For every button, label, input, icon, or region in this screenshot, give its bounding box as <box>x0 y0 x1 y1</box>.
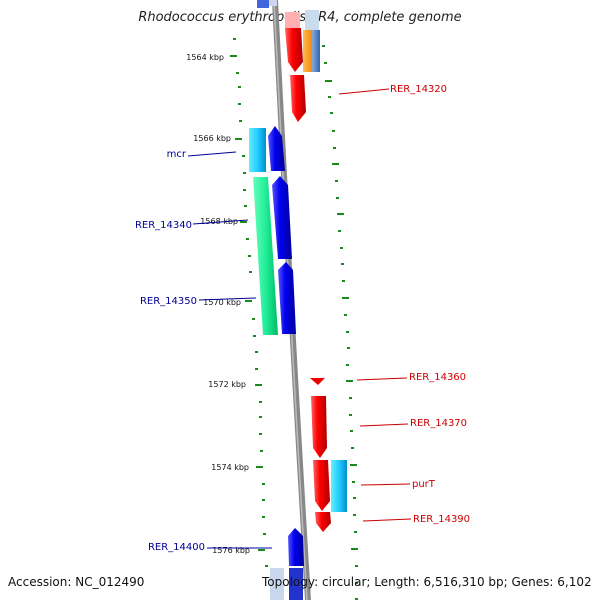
gene-purt-red <box>313 460 330 511</box>
topology-text: Topology: circular; Length: 6,516,310 bp… <box>262 575 592 589</box>
partial-feature-top-blue <box>257 0 269 8</box>
gene-label-rer-14320: RER_14320 <box>390 84 447 95</box>
scale-label-1572: 1572 kbp <box>208 380 246 389</box>
gene-label-rer-14370: RER_14370 <box>410 418 467 429</box>
scale-label-1564: 1564 kbp <box>186 53 224 62</box>
left-tick-column <box>230 38 268 567</box>
partial-feature-top-lightblue <box>305 10 319 32</box>
gene-rer-14320 <box>290 75 306 122</box>
scale-label-1566: 1566 kbp <box>193 134 231 143</box>
partial-feature-top-gray <box>269 0 277 6</box>
gene-mcr-blue <box>268 126 285 171</box>
feature-mcr-cyan <box>249 128 266 172</box>
partial-feature-bottom-2 <box>289 568 303 600</box>
right-tick-column <box>322 45 358 600</box>
scale-label-1576: 1576 kbp <box>212 546 250 555</box>
partial-feature-bottom-1 <box>270 568 284 600</box>
gene-rer-14350-blue <box>278 262 296 334</box>
scale-label-1568: 1568 kbp <box>200 217 238 226</box>
feature-purt-cyan <box>331 460 347 512</box>
feature-orange-top <box>303 30 313 72</box>
feature-steel-top <box>312 30 320 72</box>
scale-label-1574: 1574 kbp <box>211 463 249 472</box>
gene-rer-14360 <box>310 378 325 385</box>
gene-label-rer-14400: RER_14400 <box>148 542 205 553</box>
gene-rer-14400-blue <box>288 528 304 566</box>
gene-label-rer-14340: RER_14340 <box>135 220 192 231</box>
gene-label-rer-14350: RER_14350 <box>140 296 197 307</box>
scale-label-1570: 1570 kbp <box>203 298 241 307</box>
gene-rer-14370 <box>311 396 327 458</box>
gene-label-purt: purT <box>412 479 436 490</box>
accession-text: Accession: NC_012490 <box>8 575 145 589</box>
gene-forward-top-1 <box>285 28 303 72</box>
left-leader-lines <box>187 151 272 549</box>
partial-feature-top-pink <box>285 12 300 30</box>
right-leader-lines <box>338 88 412 522</box>
gene-label-rer-14360: RER_14360 <box>409 372 466 383</box>
gene-rer-14340-blue <box>272 176 292 259</box>
feature-rer-14340-teal <box>253 177 278 335</box>
gene-label-rer-14390: RER_14390 <box>413 514 470 525</box>
gene-label-mcr: mcr <box>167 149 187 160</box>
gene-rer-14390 <box>315 512 331 532</box>
